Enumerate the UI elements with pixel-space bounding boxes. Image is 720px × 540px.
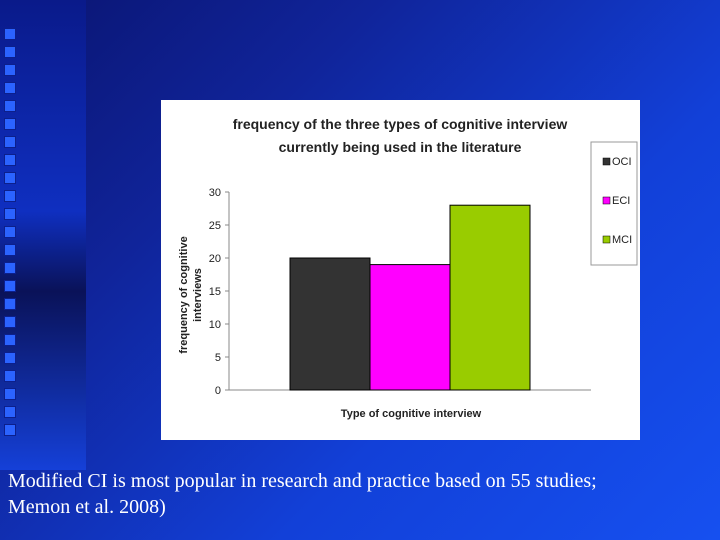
decorative-square <box>4 334 16 346</box>
decorative-square <box>4 118 16 130</box>
legend-label-oci: OCI <box>612 156 632 168</box>
decorative-square <box>4 262 16 274</box>
decorative-square <box>4 64 16 76</box>
decorative-square <box>4 172 16 184</box>
bar-eci <box>369 264 451 391</box>
caption-line-1: Modified CI is most popular in research … <box>8 470 597 492</box>
bar-chart: frequency of the three types of cognitiv… <box>178 116 638 420</box>
decorative-square <box>4 28 16 40</box>
legend-box <box>590 141 638 266</box>
chart-panel: frequency of the three types of cognitiv… <box>161 100 640 440</box>
legend-swatch-mci <box>602 235 611 244</box>
decorative-square <box>4 46 16 58</box>
decorative-square <box>4 298 16 310</box>
legend: OCI ECI MCI <box>590 141 638 266</box>
caption-line-2: Memon et al. 2008) <box>8 496 166 518</box>
decorative-square <box>4 82 16 94</box>
decorative-square <box>4 190 16 202</box>
y-tick-label: 25 <box>209 220 221 232</box>
y-tick-label: 5 <box>215 352 221 364</box>
decorative-square <box>4 280 16 292</box>
legend-swatch-eci <box>602 196 611 205</box>
y-axis-label-line-2: interviews <box>192 268 204 322</box>
decorative-square <box>4 388 16 400</box>
decorative-square-column <box>4 28 22 442</box>
y-axis-label-line-1: frequency of cognitive <box>178 236 190 353</box>
plot-area: 0 5 10 15 20 25 30 <box>209 187 591 397</box>
y-tick-label: 20 <box>209 253 221 265</box>
legend-label-eci: ECI <box>612 195 630 207</box>
chart-title-line-2: currently being used in the literature <box>279 139 522 155</box>
decorative-square <box>4 154 16 166</box>
legend-swatch-oci <box>602 157 611 166</box>
decorative-square <box>4 244 16 256</box>
x-axis-label: Type of cognitive interview <box>341 408 482 420</box>
decorative-square <box>4 370 16 382</box>
decorative-square <box>4 136 16 148</box>
bar-mci <box>449 204 531 391</box>
bar-oci <box>289 257 371 391</box>
decorative-square <box>4 226 16 238</box>
decorative-square <box>4 424 16 436</box>
slide-caption: Modified CI is most popular in research … <box>8 468 720 520</box>
decorative-square <box>4 406 16 418</box>
y-tick-label: 30 <box>209 187 221 199</box>
y-tick-label: 15 <box>209 286 221 298</box>
decorative-square <box>4 100 16 112</box>
legend-label-mci: MCI <box>612 234 632 246</box>
left-decorative-band <box>0 0 86 470</box>
y-tick-label: 0 <box>215 385 221 397</box>
decorative-square <box>4 352 16 364</box>
decorative-square <box>4 208 16 220</box>
y-tick-label: 10 <box>209 319 221 331</box>
decorative-square <box>4 316 16 328</box>
chart-title-line-1: frequency of the three types of cognitiv… <box>233 116 568 132</box>
